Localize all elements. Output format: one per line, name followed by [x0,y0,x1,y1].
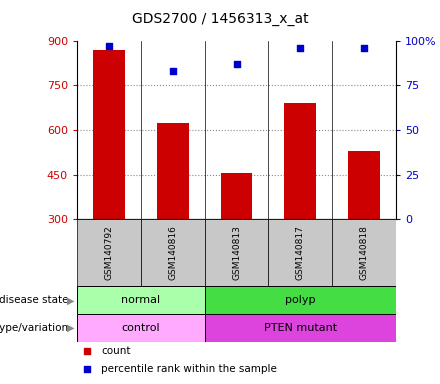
Bar [205,219,268,286]
Point [169,68,176,74]
Text: ▶: ▶ [67,295,75,305]
Text: GSM140792: GSM140792 [104,225,114,280]
Bar [220,173,253,219]
Text: GSM140817: GSM140817 [296,225,305,280]
Bar [268,219,332,286]
Text: PTEN mutant: PTEN mutant [264,323,337,333]
Bar [332,219,396,286]
Point [83,366,90,372]
Point [83,348,90,354]
Point [233,61,240,67]
Text: GSM140818: GSM140818 [359,225,369,280]
Bar [77,219,141,286]
Text: ▶: ▶ [67,323,75,333]
Bar [205,286,396,314]
Point [361,45,368,51]
Bar [141,219,205,286]
Bar [205,314,396,342]
Text: percentile rank within the sample: percentile rank within the sample [101,364,277,374]
Point [297,45,304,51]
Bar [284,103,316,219]
Text: GDS2700 / 1456313_x_at: GDS2700 / 1456313_x_at [132,12,308,25]
Text: GSM140813: GSM140813 [232,225,241,280]
Point [106,43,113,49]
Text: disease state: disease state [0,295,68,305]
Bar [93,50,125,219]
Text: count: count [101,346,130,356]
Text: control: control [121,323,160,333]
Text: genotype/variation: genotype/variation [0,323,68,333]
Bar [77,286,205,314]
Bar [77,314,205,342]
Text: polyp: polyp [285,295,315,305]
Bar [348,151,380,219]
Text: normal: normal [121,295,160,305]
Text: GSM140816: GSM140816 [168,225,177,280]
Bar [157,122,189,219]
